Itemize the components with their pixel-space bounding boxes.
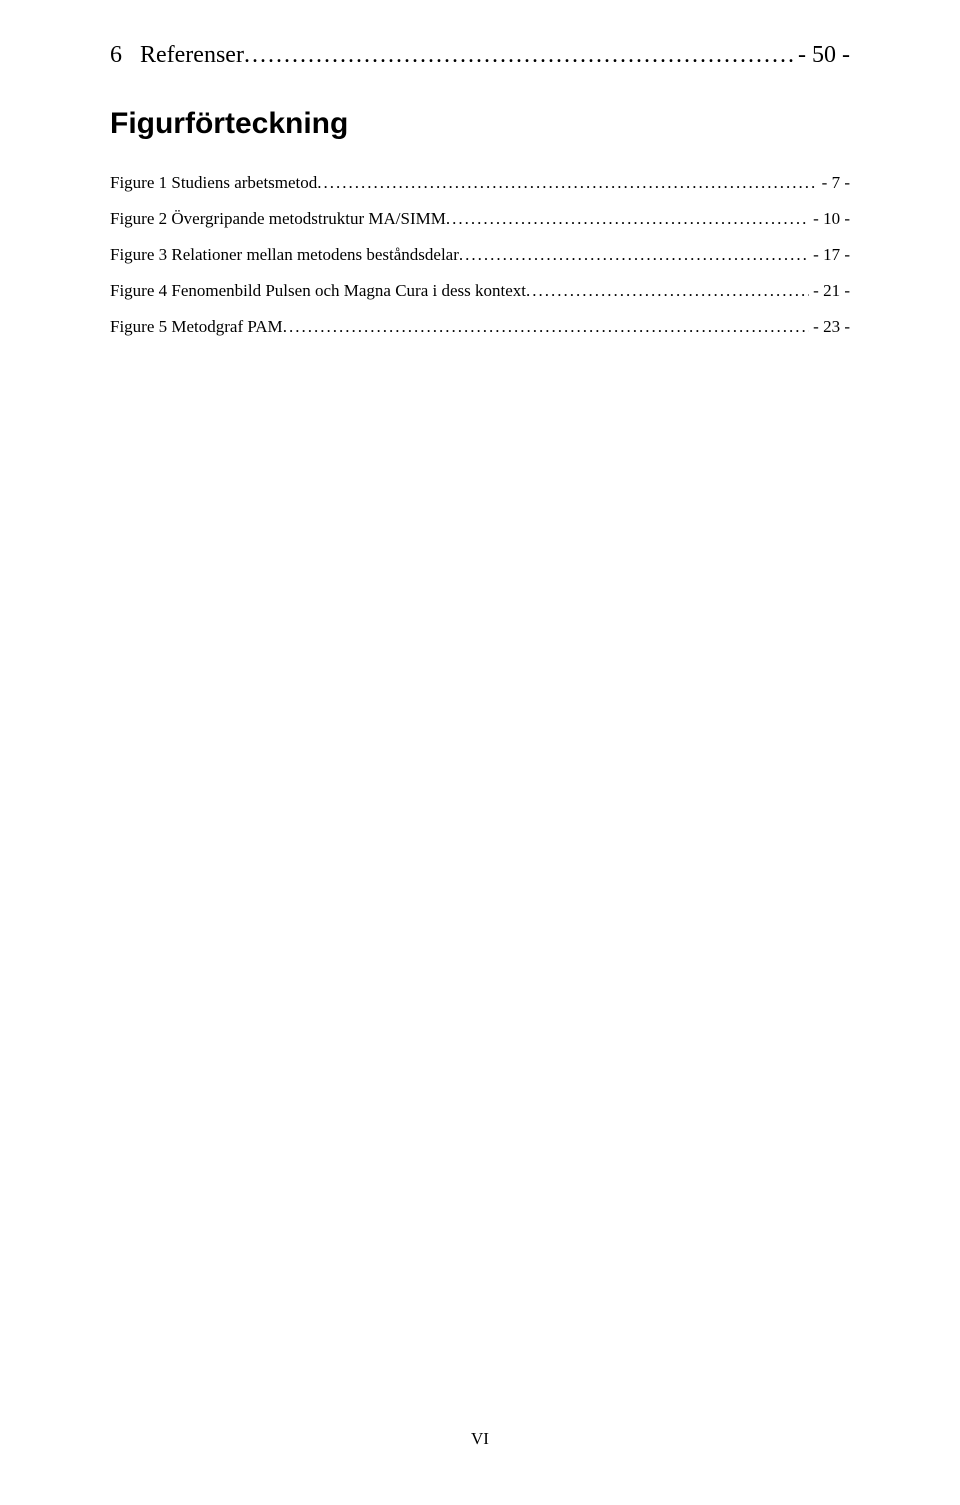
- figure-entry: Figure 4 Fenomenbild Pulsen och Magna Cu…: [110, 281, 850, 301]
- leader-dots: [446, 209, 809, 229]
- figure-page: - 23 -: [809, 317, 850, 337]
- figure-page: - 21 -: [809, 281, 850, 301]
- section-page: - 50 -: [794, 42, 850, 69]
- section-number: 6: [110, 42, 140, 69]
- figure-entry: Figure 1 Studiens arbetsmetod - 7 -: [110, 173, 850, 193]
- section-title: Referenser: [140, 42, 244, 69]
- page-number: VI: [0, 1429, 960, 1449]
- leader-dots: [283, 317, 809, 337]
- figure-page: - 17 -: [809, 245, 850, 265]
- figure-label: Figure 5 Metodgraf PAM: [110, 317, 283, 337]
- figure-page: - 10 -: [809, 209, 850, 229]
- figure-page: - 7 -: [818, 173, 850, 193]
- leader-dots: [459, 245, 809, 265]
- leader-dots: [526, 281, 809, 301]
- figure-label: Figure 4 Fenomenbild Pulsen och Magna Cu…: [110, 281, 526, 301]
- figure-label: Figure 1 Studiens arbetsmetod: [110, 173, 317, 193]
- figure-label: Figure 2 Övergripande metodstruktur MA/S…: [110, 209, 446, 229]
- figure-entry: Figure 3 Relationer mellan metodens best…: [110, 245, 850, 265]
- toc-section-referenser: 6 Referenser - 50 -: [110, 42, 850, 69]
- figure-entry: Figure 5 Metodgraf PAM - 23 -: [110, 317, 850, 337]
- figures-heading: Figurförteckning: [110, 107, 850, 141]
- leader-dots: [244, 42, 794, 69]
- figure-entry: Figure 2 Övergripande metodstruktur MA/S…: [110, 209, 850, 229]
- leader-dots: [317, 173, 817, 193]
- figure-label: Figure 3 Relationer mellan metodens best…: [110, 245, 459, 265]
